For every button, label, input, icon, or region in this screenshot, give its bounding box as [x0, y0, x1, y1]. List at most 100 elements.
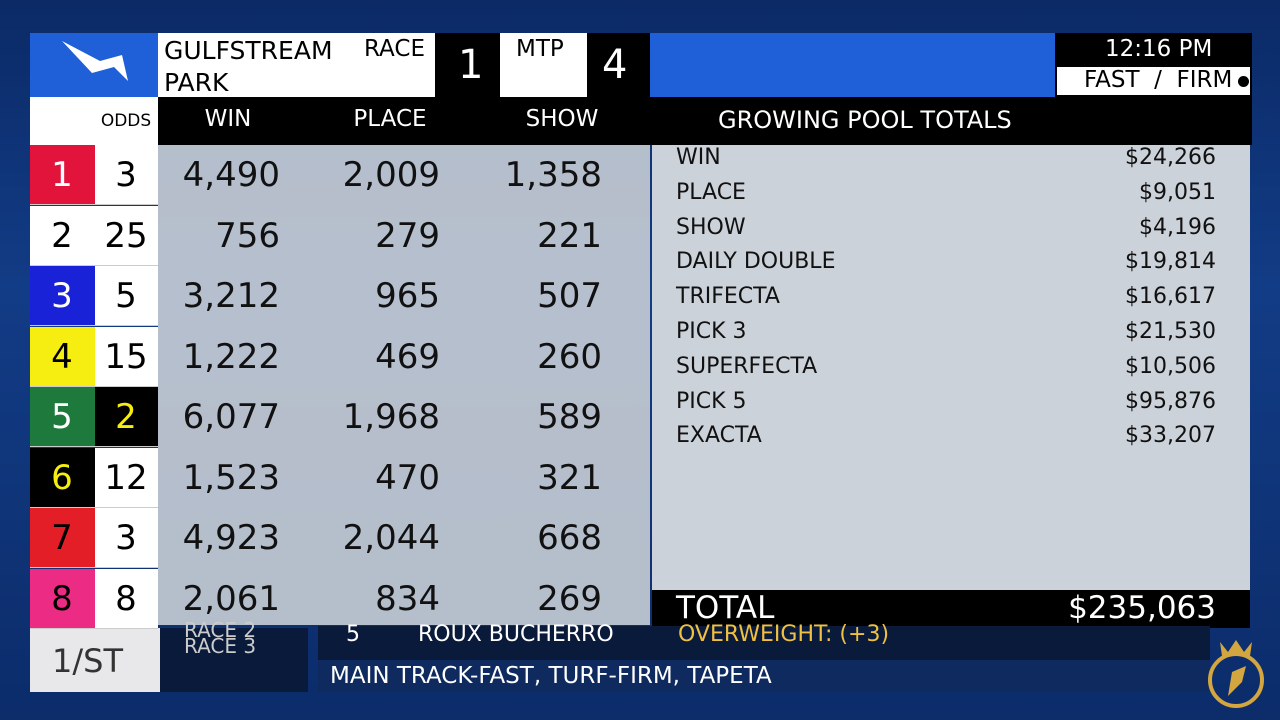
pools-title: GROWING POOL TOTALS	[718, 106, 1012, 134]
pool-amount: 4,923	[182, 518, 280, 558]
pool-total: $9,051	[1139, 179, 1216, 205]
total-bar	[652, 590, 1250, 628]
program-cell	[30, 568, 95, 629]
pool-amount: 965	[375, 276, 440, 316]
time-box	[1055, 33, 1252, 65]
crest-icon	[1208, 640, 1264, 708]
program-number: 4	[51, 336, 73, 377]
conditions: FAST / FIRM	[1084, 67, 1233, 93]
odds-cell	[95, 568, 158, 629]
pool-name: EXACTA	[676, 423, 762, 449]
header-fill	[650, 33, 1055, 97]
network: 1/ST	[52, 642, 123, 680]
pool-name: DAILY DOUBLE	[676, 249, 836, 275]
mtp-value: 4	[602, 42, 628, 88]
pool-amount: 260	[537, 336, 602, 377]
track-box	[158, 33, 352, 97]
pool-total: $33,207	[1125, 423, 1216, 449]
pool-amount: 3,212	[182, 276, 280, 316]
pool-amount: 6,077	[182, 397, 280, 437]
odds: 25	[104, 215, 148, 256]
odds-cell	[95, 266, 158, 326]
pool-amount: 1,968	[342, 397, 440, 437]
track-name: PARK	[164, 68, 229, 97]
program-number: 2	[51, 215, 73, 256]
pool-total: $21,530	[1125, 319, 1216, 344]
program-cell	[30, 387, 95, 447]
odds: 15	[104, 336, 148, 377]
total-amount: $235,063	[1068, 590, 1216, 626]
conditions-box	[1055, 65, 1252, 97]
pool-total: $24,266	[1125, 145, 1216, 170]
pool-name: SHOW	[676, 214, 746, 240]
pool-amount: 2,009	[342, 155, 440, 195]
odds-header-box	[30, 97, 158, 145]
mtp-value-box	[587, 33, 650, 97]
pool-amount: 1,222	[182, 336, 280, 377]
program-number: 8	[51, 578, 73, 619]
pool-total: $10,506	[1125, 353, 1216, 379]
pool-amount: 4,490	[182, 155, 280, 195]
pool-amount: 756	[215, 215, 280, 256]
status-dot	[1238, 76, 1249, 87]
odds: 3	[115, 155, 137, 195]
odds: 8	[115, 578, 137, 619]
odds: 12	[104, 457, 148, 498]
odds-cell	[95, 205, 158, 266]
odds-cell	[95, 387, 158, 447]
pool-name: SUPERFECTA	[676, 353, 818, 379]
ticker-race: RACE 2	[184, 618, 257, 642]
ticker-horse-name: ROUX BUCHERRO	[418, 622, 614, 647]
program-cell	[30, 508, 95, 568]
pool-amount: 668	[537, 518, 602, 558]
pool-name: WIN	[676, 145, 721, 170]
program-number: 7	[51, 518, 73, 558]
pool-amount: 470	[375, 457, 440, 498]
logo-box	[30, 33, 158, 97]
odds: 5	[115, 276, 137, 316]
odds-cell	[95, 447, 158, 508]
time: 12:16 PM	[1105, 36, 1213, 62]
pool-amount: 321	[537, 457, 602, 498]
pool-name: PICK 3	[676, 319, 747, 344]
logo	[62, 41, 128, 81]
pool-grid	[158, 145, 650, 625]
mtp-box	[500, 33, 587, 97]
pool-amount: 1,523	[182, 457, 280, 498]
network-box	[30, 628, 160, 692]
odds-cell	[95, 326, 158, 387]
pool-amount: 1,358	[504, 155, 602, 195]
race-box	[352, 33, 435, 97]
column-header: WIN	[204, 106, 252, 132]
pool-total: $16,617	[1125, 284, 1216, 310]
header-bar	[158, 97, 1252, 145]
race-number-box	[435, 33, 500, 97]
column-header: ODDS	[100, 111, 152, 131]
race-number: 1	[458, 42, 484, 88]
odds-cell	[95, 508, 158, 568]
program-cell	[30, 205, 95, 266]
pool-name: TRIFECTA	[676, 284, 780, 310]
ticker-bar	[318, 626, 1210, 660]
pool-amount: 2,044	[342, 518, 440, 558]
pool-name: PLACE	[676, 179, 746, 205]
program-cell	[30, 145, 95, 205]
column-header: SHOW	[525, 106, 599, 132]
program-cell	[30, 326, 95, 387]
ticker-change: OVERWEIGHT: (+3)	[678, 622, 890, 647]
pool-amount: 469	[375, 336, 440, 377]
conditions-bar	[318, 660, 1210, 692]
pool-amount: 834	[375, 578, 440, 619]
track-conditions: MAIN TRACK-FAST, TURF-FIRM, TAPETA	[330, 663, 772, 689]
total-label: TOTAL	[676, 590, 775, 626]
program-number: 1	[51, 155, 73, 195]
program-cell	[30, 447, 95, 508]
race-label: RACE	[364, 36, 425, 62]
column-header: PLACE	[353, 106, 427, 132]
pool-amount: 589	[537, 397, 602, 437]
ticker-race-box	[160, 628, 308, 692]
program-number: 3	[51, 276, 73, 316]
pool-amount: 269	[537, 578, 602, 619]
pool-total: $19,814	[1125, 249, 1216, 275]
